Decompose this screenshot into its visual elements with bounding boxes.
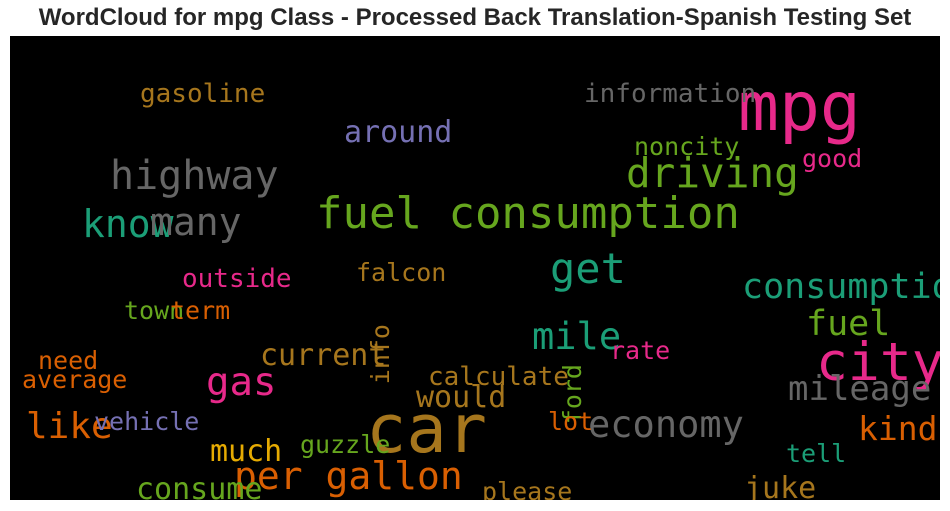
word-around: around xyxy=(344,115,453,150)
word-term: term xyxy=(170,296,231,325)
word-get: get xyxy=(550,244,626,293)
word-mpg: mpg xyxy=(738,68,861,147)
word-consume: consume xyxy=(136,472,263,501)
word-please: please xyxy=(482,477,573,500)
word-highway: highway xyxy=(110,153,279,199)
word-town: town xyxy=(124,296,185,325)
word-info: info xyxy=(366,324,395,385)
word-fuel-consumption: fuel consumption xyxy=(316,188,740,239)
word-mileage: mileage xyxy=(788,369,932,409)
chart-title: WordCloud for mpg Class - Processed Back… xyxy=(38,4,912,31)
word-fuel: fuel xyxy=(806,304,891,344)
word-current: current xyxy=(260,338,387,373)
word-consumption: consumption xyxy=(742,267,940,307)
word-juke: juke xyxy=(744,471,817,501)
word-calculate: calculate xyxy=(428,362,569,392)
word-outside: outside xyxy=(182,264,292,294)
word-mile: mile xyxy=(532,315,622,358)
wordcloud-canvas: mpg car city fuel consumption get driving high… xyxy=(10,36,940,500)
word-information: information xyxy=(584,79,757,109)
word-guzzle: guzzle xyxy=(300,430,391,459)
word-vehicle: vehicle xyxy=(94,407,200,436)
word-would: would xyxy=(416,380,507,415)
word-driving: driving xyxy=(626,149,799,197)
word-city: city xyxy=(816,332,940,393)
word-like: like xyxy=(26,406,113,447)
word-falcon: falcon xyxy=(356,258,447,287)
word-car: car xyxy=(366,390,488,468)
word-economy: economy xyxy=(588,403,744,446)
word-lot: lot xyxy=(548,407,594,436)
word-gas: gas xyxy=(206,360,277,405)
word-gasoline: gasoline xyxy=(140,79,266,109)
word-know: know xyxy=(82,202,174,246)
word-kind: kind xyxy=(858,409,938,448)
word-noncity: noncity xyxy=(634,132,740,161)
word-tell: tell xyxy=(786,439,847,468)
word-many: many xyxy=(150,200,242,244)
word-rate: rate xyxy=(610,336,671,365)
word-much: much xyxy=(210,434,283,469)
word-good: good xyxy=(802,144,863,173)
word-average: average xyxy=(22,365,128,394)
word-per-gallon: per gallon xyxy=(234,454,463,498)
word-need: need xyxy=(38,346,99,375)
